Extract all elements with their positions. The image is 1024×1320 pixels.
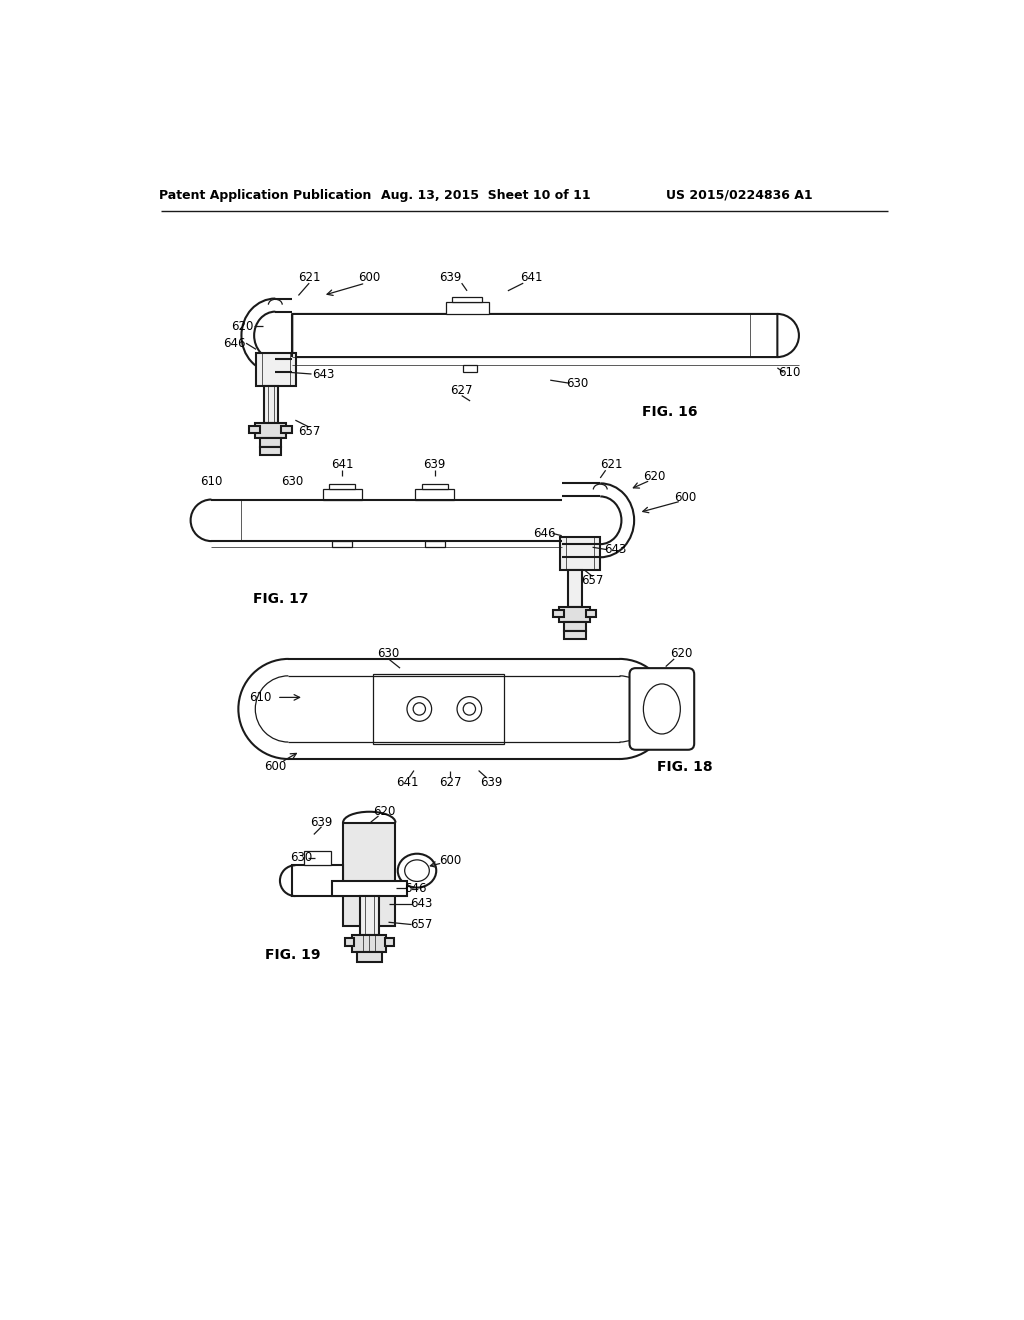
Circle shape xyxy=(407,697,432,721)
Text: 627: 627 xyxy=(451,384,473,397)
Bar xyxy=(255,422,286,438)
Text: 630: 630 xyxy=(566,376,588,389)
Text: 620: 620 xyxy=(231,319,253,333)
Bar xyxy=(373,675,504,743)
Text: 621: 621 xyxy=(298,271,321,284)
Text: 641: 641 xyxy=(520,271,543,284)
FancyBboxPatch shape xyxy=(292,314,777,358)
Text: 643: 643 xyxy=(312,367,334,380)
Bar xyxy=(564,622,586,631)
Text: 600: 600 xyxy=(358,271,380,284)
Text: FIG. 18: FIG. 18 xyxy=(657,760,713,774)
Text: 639: 639 xyxy=(439,271,461,284)
Ellipse shape xyxy=(397,854,436,887)
Text: 620: 620 xyxy=(670,647,692,660)
Bar xyxy=(453,297,482,302)
Text: 646: 646 xyxy=(404,882,427,895)
Circle shape xyxy=(413,702,425,715)
Text: 643: 643 xyxy=(604,543,627,556)
Text: Patent Application Publication: Patent Application Publication xyxy=(159,189,372,202)
Bar xyxy=(553,610,564,618)
Bar xyxy=(422,484,447,488)
Bar xyxy=(260,447,282,455)
Text: 621: 621 xyxy=(600,458,623,471)
Text: 657: 657 xyxy=(582,574,604,587)
Text: 657: 657 xyxy=(411,917,433,931)
Bar xyxy=(360,896,379,935)
Bar xyxy=(560,537,600,570)
Text: 630: 630 xyxy=(378,647,399,660)
Text: Aug. 13, 2015  Sheet 10 of 11: Aug. 13, 2015 Sheet 10 of 11 xyxy=(382,189,591,202)
Bar xyxy=(249,425,260,433)
Text: 600: 600 xyxy=(264,760,287,774)
Bar xyxy=(564,631,586,639)
Text: 641: 641 xyxy=(396,776,419,788)
Text: 600: 600 xyxy=(674,491,696,504)
Circle shape xyxy=(457,697,481,721)
Text: 630: 630 xyxy=(291,851,312,865)
Text: 627: 627 xyxy=(439,776,462,788)
Bar xyxy=(385,939,394,946)
Text: 630: 630 xyxy=(282,475,303,488)
Bar xyxy=(357,952,382,962)
Bar xyxy=(463,364,477,372)
Bar xyxy=(416,488,454,499)
Text: 646: 646 xyxy=(532,527,555,540)
Bar xyxy=(559,607,590,622)
Text: FIG. 17: FIG. 17 xyxy=(253,591,308,606)
Bar xyxy=(425,541,444,548)
Bar xyxy=(352,935,386,952)
Text: FIG. 19: FIG. 19 xyxy=(264,948,321,962)
Bar xyxy=(446,302,488,314)
Text: 657: 657 xyxy=(298,425,321,438)
Bar xyxy=(333,541,352,548)
Circle shape xyxy=(463,702,475,715)
Text: 639: 639 xyxy=(479,776,502,788)
Bar xyxy=(264,385,278,422)
Bar xyxy=(282,425,292,433)
Text: 620: 620 xyxy=(643,470,666,483)
Text: 610: 610 xyxy=(201,475,222,488)
Text: 620: 620 xyxy=(374,805,396,818)
Text: 639: 639 xyxy=(310,816,333,829)
Bar xyxy=(332,880,407,896)
Bar xyxy=(260,438,282,447)
FancyBboxPatch shape xyxy=(630,668,694,750)
Bar xyxy=(256,354,296,385)
Bar xyxy=(323,488,361,499)
Bar xyxy=(586,610,596,618)
Bar xyxy=(292,866,343,896)
Text: FIG. 16: FIG. 16 xyxy=(642,405,697,420)
Bar xyxy=(345,939,354,946)
Text: US 2015/0224836 A1: US 2015/0224836 A1 xyxy=(666,189,812,202)
Text: 646: 646 xyxy=(223,337,246,350)
Text: 643: 643 xyxy=(411,898,433,911)
Bar xyxy=(304,851,331,866)
Text: 610: 610 xyxy=(249,690,271,704)
Text: 610: 610 xyxy=(777,366,800,379)
Text: 600: 600 xyxy=(439,854,461,867)
Text: 641: 641 xyxy=(331,458,353,471)
Bar xyxy=(343,822,395,927)
Bar xyxy=(330,484,355,488)
Text: 639: 639 xyxy=(424,458,445,471)
Bar xyxy=(568,570,582,607)
